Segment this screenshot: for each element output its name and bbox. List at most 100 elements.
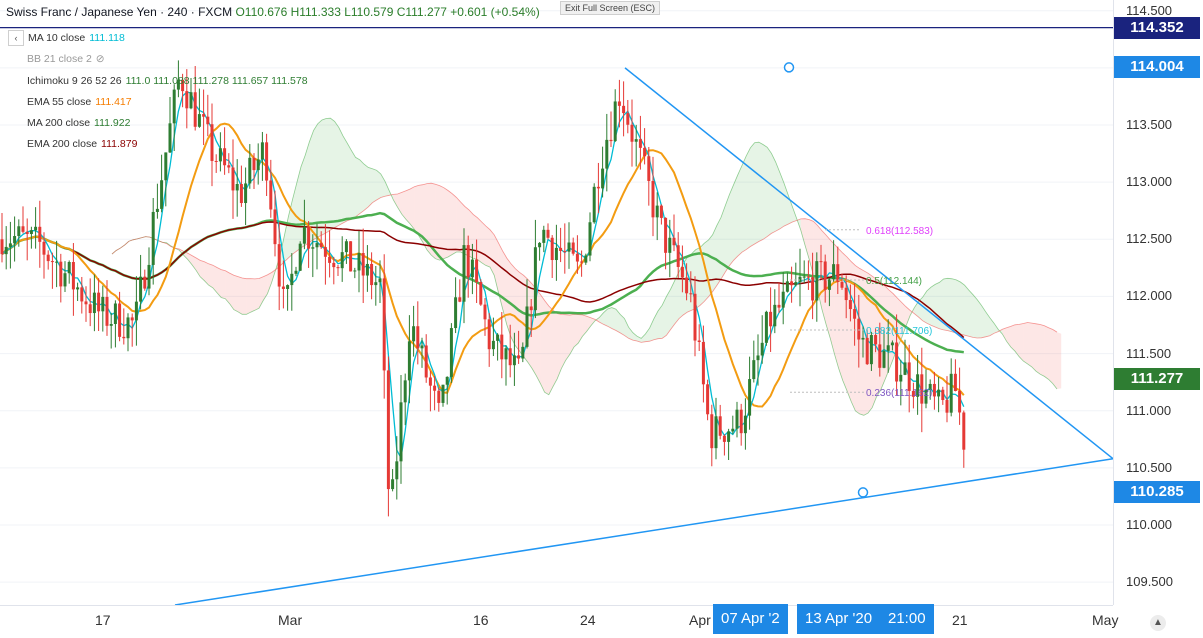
- cloud-segment: [548, 305, 553, 395]
- candle-body: [416, 326, 420, 349]
- cloud-segment: [506, 258, 511, 338]
- candle-body: [865, 337, 869, 365]
- legend-ma200[interactable]: MA 200 close 111.922: [27, 117, 131, 130]
- cloud-segment: [393, 193, 398, 208]
- cloud-segment: [733, 174, 738, 261]
- help-icon[interactable]: ▲: [1150, 615, 1166, 631]
- cloud-segment: [364, 164, 369, 211]
- legend-ichimoku[interactable]: Ichimoku 9 26 52 26 111.0 111.088 111.278…: [27, 74, 308, 87]
- fib-label: 0.618(112.583): [866, 226, 933, 237]
- candle-body: [680, 266, 684, 278]
- cloud-segment: [351, 150, 356, 220]
- upper-trendline: [624, 67, 1113, 460]
- cloud-segment: [221, 269, 226, 299]
- candle-body: [924, 389, 928, 404]
- price-label-last: 111.277: [1114, 368, 1200, 391]
- candle-body: [433, 385, 437, 391]
- candle-body: [189, 92, 193, 109]
- legend-ma10[interactable]: ‹ MA 10 close 111.118: [8, 28, 308, 49]
- cloud-segment: [254, 278, 259, 311]
- candle-body: [781, 291, 785, 308]
- eye-hidden-icon[interactable]: ⊘: [95, 53, 105, 66]
- candle-body: [13, 236, 17, 244]
- cloud-segment: [485, 225, 490, 268]
- candle-body: [88, 304, 92, 314]
- cloud-segment: [607, 307, 612, 329]
- candle-body: [643, 147, 647, 157]
- candle-body: [210, 124, 214, 161]
- candle-body: [361, 253, 365, 276]
- candle-body: [916, 374, 920, 397]
- candle-body: [0, 239, 4, 255]
- candle-body: [227, 165, 231, 168]
- candle-body: [63, 273, 67, 287]
- candle-body: [895, 342, 899, 382]
- candle-body: [496, 334, 500, 341]
- cloud-segment: [788, 194, 793, 225]
- legend-ema200[interactable]: EMA 200 close 111.879: [27, 138, 138, 151]
- cloud-segment: [859, 268, 864, 416]
- cloud-segment: [905, 306, 910, 327]
- candle-body: [500, 334, 504, 360]
- cloud-segment: [1044, 325, 1049, 380]
- candle-body: [512, 355, 516, 366]
- drawing-overlays: 0.618(112.583) 0.5(112.144) 0.382(111.706)…: [0, 27, 1113, 605]
- candle-body: [382, 278, 386, 371]
- cloud-segment: [263, 274, 268, 301]
- candle-body: [168, 123, 172, 153]
- legend-ema55[interactable]: EMA 55 close 111.417: [27, 95, 132, 108]
- cloud-segment: [1052, 329, 1057, 390]
- cloud-segment: [973, 294, 978, 338]
- candle-body: [231, 167, 235, 191]
- y-tick-label: 113.500: [1126, 117, 1173, 132]
- cloud-segment: [187, 253, 192, 265]
- cloud-segment: [544, 300, 549, 395]
- price-axis[interactable]: [1113, 0, 1203, 605]
- candle-body: [622, 105, 626, 114]
- candle-body: [319, 243, 323, 248]
- candle-body: [281, 286, 285, 289]
- candle-body: [861, 337, 865, 340]
- candle-body: [798, 276, 802, 283]
- cloud-segment: [502, 250, 507, 325]
- cloud-segment: [729, 184, 734, 266]
- candle-body: [172, 89, 176, 124]
- legend-bb21[interactable]: BB 21 close 2 ⊘: [27, 53, 105, 66]
- candle-body: [445, 376, 449, 385]
- cloud-segment: [721, 205, 726, 280]
- candle-body: [223, 148, 227, 166]
- candle-body: [248, 157, 252, 184]
- cloud-segment: [456, 197, 461, 253]
- anchor-point: [783, 62, 795, 73]
- exit-full-screen-button[interactable]: Exit Full Screen (ESC): [560, 1, 661, 15]
- cloud-segment: [1040, 324, 1045, 377]
- candle-body: [605, 139, 609, 169]
- cloud-segment: [590, 317, 595, 326]
- collapse-icon[interactable]: ‹: [8, 30, 24, 47]
- time-axis[interactable]: [0, 605, 1113, 638]
- cloud-segment: [1019, 323, 1024, 362]
- cloud-segment: [637, 336, 642, 343]
- candle-body: [46, 254, 50, 262]
- time-label-1: 07 Apr '2: [713, 604, 788, 634]
- candle-body: [668, 237, 672, 253]
- candle-body: [126, 317, 130, 339]
- candle-body: [550, 237, 554, 261]
- candle-body: [42, 241, 46, 255]
- y-tick-label: 109.500: [1126, 574, 1173, 590]
- cloud-segment: [750, 142, 755, 247]
- candle-body: [353, 270, 357, 272]
- cloud-segment: [284, 216, 289, 262]
- candle-body: [529, 306, 533, 311]
- candle-body: [626, 113, 630, 125]
- y-tick-label: 111.000: [1126, 402, 1172, 418]
- span-a-line: [111, 117, 1058, 416]
- x-tick-label: May: [1092, 612, 1119, 628]
- candle-body: [651, 180, 655, 218]
- cloud-segment: [943, 278, 948, 331]
- price-chart[interactable]: 0.618(112.583) 0.5(112.144) 0.382(111.706)…: [0, 0, 1113, 605]
- candle-body: [256, 159, 260, 171]
- candle-body: [239, 184, 243, 204]
- cloud-segment: [347, 143, 352, 221]
